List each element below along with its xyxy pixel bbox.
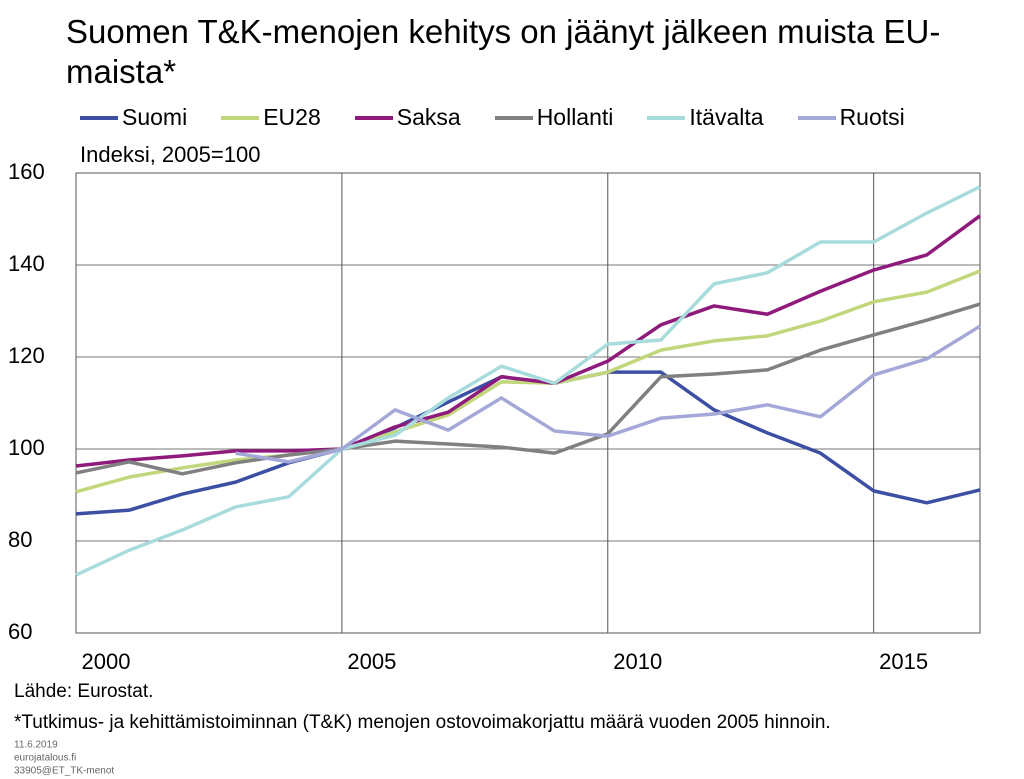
legend-label: Saksa bbox=[396, 104, 461, 130]
legend-item: EU28 bbox=[221, 104, 321, 131]
legend-swatch bbox=[80, 115, 118, 120]
legend-label: Itävalta bbox=[689, 104, 764, 130]
y-axis-label: Indeksi, 2005=100 bbox=[80, 142, 260, 167]
legend-swatch bbox=[647, 115, 686, 120]
x-tick-label: 2000 bbox=[82, 649, 131, 674]
y-tick-label: 80 bbox=[8, 527, 32, 552]
footer: 33905@ET_TK-menot bbox=[14, 766, 114, 777]
legend-label: EU28 bbox=[263, 104, 321, 130]
legend-label: Suomi bbox=[122, 104, 188, 130]
legend: Suomi EU28 Saksa Hollanti Itävalta Ruotsi bbox=[80, 104, 939, 131]
legend-item: Hollanti bbox=[494, 104, 614, 131]
y-tick-label: 140 bbox=[8, 251, 45, 276]
series-line bbox=[75, 302, 981, 476]
source: Lähde: Eurostat. bbox=[14, 681, 153, 702]
plot-frame bbox=[75, 172, 981, 634]
footer: eurojatalous.fi bbox=[14, 753, 76, 764]
y-tick-label: 120 bbox=[8, 343, 45, 368]
legend-item: Suomi bbox=[80, 104, 187, 131]
legend-label: Hollanti bbox=[536, 104, 614, 130]
legend-item: Ruotsi bbox=[797, 104, 905, 131]
note: *Tutkimus- ja kehittämistoiminnan (T&K) … bbox=[14, 712, 831, 733]
series-line bbox=[235, 324, 981, 464]
y-tick-label: 160 bbox=[8, 159, 45, 184]
legend-item: Itävalta bbox=[647, 104, 764, 131]
legend-swatch bbox=[494, 115, 533, 120]
series-line bbox=[75, 185, 981, 577]
series-line bbox=[75, 214, 982, 468]
legend-swatch bbox=[797, 115, 836, 120]
legend-swatch bbox=[354, 115, 393, 120]
y-tick-label: 100 bbox=[8, 435, 45, 460]
footer: 11.6.2019 bbox=[14, 740, 58, 751]
x-tick-label: 2015 bbox=[879, 649, 928, 674]
x-tick-label: 2005 bbox=[347, 649, 396, 674]
y-tick-label: 60 bbox=[8, 619, 32, 644]
legend-swatch bbox=[221, 115, 260, 120]
x-tick-label: 2010 bbox=[613, 649, 662, 674]
legend-item: Saksa bbox=[354, 104, 461, 131]
legend-label: Ruotsi bbox=[839, 104, 905, 130]
series-line bbox=[75, 269, 981, 494]
chart-title: Suomen T&K-menojen kehitys on jäänyt jäl… bbox=[66, 13, 941, 90]
series-line bbox=[75, 370, 981, 516]
